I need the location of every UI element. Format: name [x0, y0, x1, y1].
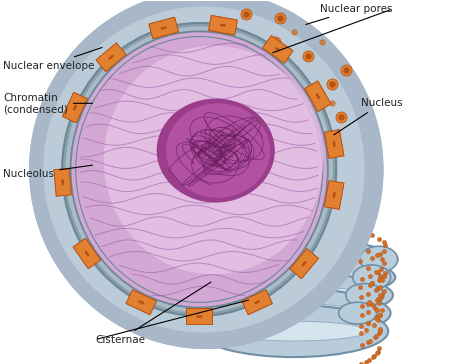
Polygon shape: [149, 17, 178, 39]
Polygon shape: [209, 15, 237, 35]
Polygon shape: [242, 290, 272, 315]
Polygon shape: [209, 15, 237, 35]
Ellipse shape: [71, 31, 328, 308]
Text: Nucleolus: Nucleolus: [3, 165, 92, 179]
Polygon shape: [73, 238, 100, 269]
Polygon shape: [63, 92, 87, 123]
Ellipse shape: [200, 286, 369, 304]
Polygon shape: [263, 36, 293, 63]
Ellipse shape: [166, 103, 270, 198]
Ellipse shape: [65, 26, 333, 313]
Text: Nuclear envelope: Nuclear envelope: [3, 47, 102, 71]
Ellipse shape: [166, 103, 270, 198]
Polygon shape: [54, 169, 72, 196]
Polygon shape: [324, 181, 344, 209]
Ellipse shape: [62, 23, 336, 316]
Polygon shape: [305, 81, 331, 111]
Polygon shape: [290, 249, 319, 279]
Polygon shape: [186, 308, 212, 324]
Ellipse shape: [71, 31, 328, 308]
Polygon shape: [305, 81, 331, 111]
Ellipse shape: [346, 284, 383, 307]
Text: Cisternae: Cisternae: [95, 282, 211, 345]
Ellipse shape: [338, 302, 376, 324]
Polygon shape: [149, 17, 178, 39]
Ellipse shape: [104, 46, 323, 274]
Polygon shape: [54, 169, 72, 196]
Polygon shape: [186, 308, 212, 324]
Ellipse shape: [43, 7, 365, 333]
Polygon shape: [263, 36, 293, 63]
Ellipse shape: [187, 288, 391, 338]
Ellipse shape: [71, 31, 328, 308]
Polygon shape: [242, 290, 272, 315]
Ellipse shape: [43, 7, 365, 333]
Ellipse shape: [164, 255, 395, 300]
Polygon shape: [324, 181, 344, 209]
Polygon shape: [96, 43, 126, 72]
Ellipse shape: [353, 265, 391, 289]
Ellipse shape: [65, 26, 333, 313]
Ellipse shape: [62, 23, 336, 316]
Ellipse shape: [29, 0, 383, 349]
Ellipse shape: [152, 238, 398, 281]
Ellipse shape: [210, 304, 368, 323]
Polygon shape: [324, 130, 344, 158]
Polygon shape: [324, 130, 344, 158]
Ellipse shape: [71, 31, 328, 308]
Ellipse shape: [156, 99, 275, 202]
Polygon shape: [96, 43, 126, 72]
Ellipse shape: [189, 269, 370, 286]
Ellipse shape: [175, 272, 393, 319]
Ellipse shape: [360, 246, 398, 272]
Text: Nucleus: Nucleus: [334, 98, 402, 135]
Ellipse shape: [29, 0, 383, 349]
Ellipse shape: [179, 251, 371, 267]
Ellipse shape: [156, 99, 275, 202]
Polygon shape: [126, 290, 156, 315]
Ellipse shape: [104, 46, 323, 274]
Polygon shape: [290, 249, 319, 279]
Text: Nuclear pores: Nuclear pores: [306, 4, 393, 24]
Polygon shape: [73, 238, 100, 269]
Ellipse shape: [199, 305, 388, 357]
Text: Chromatin
(condensed): Chromatin (condensed): [3, 92, 92, 114]
Ellipse shape: [220, 321, 367, 341]
Polygon shape: [126, 290, 156, 315]
Polygon shape: [63, 92, 87, 123]
